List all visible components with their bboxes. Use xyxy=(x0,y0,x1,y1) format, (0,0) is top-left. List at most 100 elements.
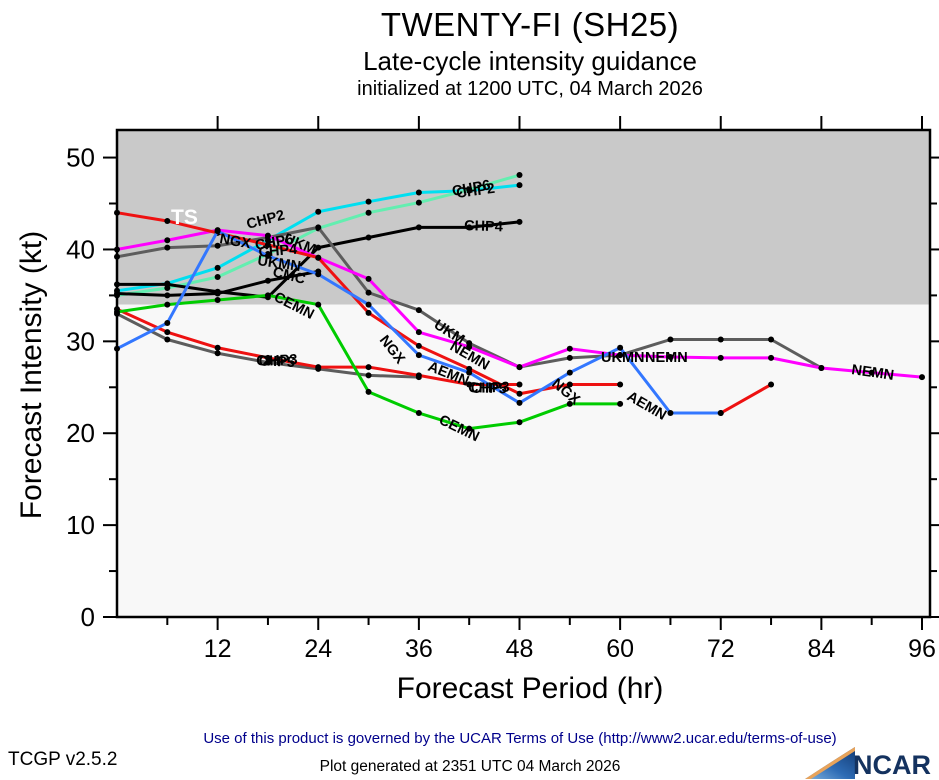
data-point-CHP2 xyxy=(516,182,523,189)
data-point-NEMN xyxy=(667,353,674,360)
data-point-UKMN xyxy=(667,410,674,417)
model-label-chp6: CHP6 xyxy=(254,231,295,253)
data-point-UKM xyxy=(717,336,724,343)
plot-border xyxy=(115,128,932,619)
model-label-cmc: CMC xyxy=(271,264,307,288)
x-tick-label: 24 xyxy=(304,635,332,663)
model-label-chp6: CHP6 xyxy=(451,177,492,199)
chart-subtitle: Late-cycle intensity guidance xyxy=(363,46,697,76)
data-point-NGX xyxy=(415,342,422,349)
page-title: TWENTY-FI (SH25) xyxy=(380,6,680,43)
data-point-NGX xyxy=(566,381,573,388)
data-point-UKMN xyxy=(214,228,221,235)
data-point-NEMN xyxy=(818,364,825,371)
data-point-CHP5 xyxy=(164,329,171,336)
data-point-CMC xyxy=(264,277,271,284)
model-label-chp2: CHP2 xyxy=(455,181,496,202)
x-tick-label: 72 xyxy=(707,635,735,663)
data-point-CEMN xyxy=(264,292,271,299)
model-label-chp5: CHP5 xyxy=(468,380,507,397)
series-line-AEMN xyxy=(719,383,773,415)
tcgp-version-label: TCGP v2.5.2 xyxy=(8,749,118,770)
data-point-NEMN xyxy=(717,354,724,361)
data-point-NEMN xyxy=(768,354,775,361)
data-point-CHP4 xyxy=(516,218,523,225)
data-point-UKM xyxy=(667,336,674,343)
model-label-chp4: CHP4 xyxy=(464,218,503,235)
data-point-UKMN xyxy=(566,369,573,376)
model-label-chp3: CHP3 xyxy=(471,380,510,397)
data-point-UKMN xyxy=(264,252,271,259)
x-tick-label: 36 xyxy=(405,635,433,663)
data-point-NEMN xyxy=(617,352,624,359)
data-point-CEMN xyxy=(617,400,624,407)
data-point-UKM xyxy=(566,354,573,361)
model-label-ukmn: UKMN xyxy=(256,253,301,275)
x-tick-label: 48 xyxy=(506,635,534,663)
y-tick-label: 50 xyxy=(66,143,95,173)
data-point-CEMN xyxy=(365,388,372,395)
data-point-CHP2 xyxy=(315,208,322,215)
y-tick-label: 40 xyxy=(66,234,95,264)
data-point-CEMN xyxy=(466,425,473,432)
data-point-NGX xyxy=(365,309,372,316)
data-point-CEMN xyxy=(164,301,171,308)
data-point-CHP4 xyxy=(315,244,322,251)
data-point-NEMN xyxy=(264,232,271,239)
data-point-CHP4 xyxy=(466,224,473,231)
data-point-CHP4 xyxy=(365,234,372,241)
y-tick-label: 0 xyxy=(81,602,95,632)
model-label-chp5: CHP5 xyxy=(256,353,295,371)
data-point-CMC xyxy=(214,290,221,297)
data-point-CHP3 xyxy=(214,350,221,357)
data-point-UKM xyxy=(768,336,775,343)
data-point-CEMN xyxy=(315,301,322,308)
data-point-CHP4 xyxy=(415,224,422,231)
ucar-terms-of-use-text[interactable]: Use of this product is governed by the U… xyxy=(203,730,837,747)
data-point-NEMN xyxy=(868,369,875,376)
data-point-UKM xyxy=(214,242,221,249)
model-label-ukmn: UKMN xyxy=(601,350,645,366)
data-point-CHP5 xyxy=(315,364,322,371)
data-point-CHP5 xyxy=(365,364,372,371)
data-point-CHP2 xyxy=(214,264,221,271)
data-point-AEMN xyxy=(768,381,775,388)
initialization-time: initialized at 1200 UTC, 04 March 2026 xyxy=(357,78,703,100)
data-point-NGX xyxy=(264,241,271,248)
data-point-CHP6 xyxy=(516,172,523,179)
data-point-UKM xyxy=(315,224,322,231)
data-point-NGX xyxy=(617,381,624,388)
data-point-NEMN xyxy=(566,345,573,352)
data-point-UKMN xyxy=(164,319,171,326)
data-point-CHP5 xyxy=(415,372,422,379)
data-point-NEMN xyxy=(919,374,925,381)
data-point-AEMN xyxy=(717,410,724,417)
model-label-ts: TS xyxy=(171,206,198,229)
data-point-CMC xyxy=(164,292,171,299)
data-point-CEMN xyxy=(516,419,523,426)
data-point-CHP3 xyxy=(264,359,271,366)
data-point-CHP3 xyxy=(365,372,372,379)
data-point-NEMN xyxy=(516,364,523,371)
ncar-logo: NCAR xyxy=(803,738,933,780)
data-point-CEMN xyxy=(214,296,221,303)
x-axis-title: Forecast Period (hr) xyxy=(396,672,664,705)
model-label-ngx: NGX xyxy=(218,231,252,252)
data-point-CHP4 xyxy=(164,281,171,288)
data-point-UKMN xyxy=(415,352,422,359)
x-tick-label: 96 xyxy=(908,635,936,663)
data-point-UKM xyxy=(365,289,372,296)
data-point-CHP3 xyxy=(164,336,171,343)
data-point-CHP5 xyxy=(214,344,221,351)
data-point-CHP5 xyxy=(264,354,271,361)
data-point-CHP2 xyxy=(365,198,372,205)
ncar-logo-swoosh-icon xyxy=(805,747,855,779)
data-point-NGX xyxy=(164,217,171,224)
data-point-CEMN xyxy=(415,410,422,417)
data-point-UKMN xyxy=(516,399,523,406)
y-tick-label: 20 xyxy=(66,418,95,448)
plot-generated-timestamp: Plot generated at 2351 UTC 04 March 2026 xyxy=(319,758,621,775)
data-point-NGX xyxy=(315,254,322,261)
data-point-CHP5 xyxy=(466,381,473,388)
